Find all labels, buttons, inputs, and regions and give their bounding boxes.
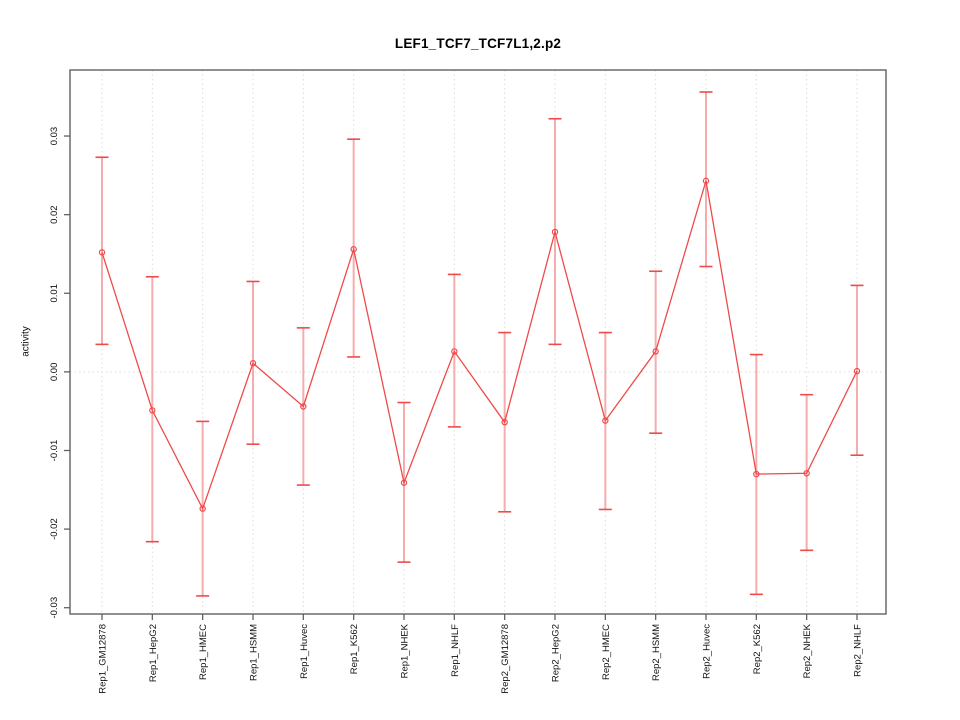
x-tick-label: Rep2_K562 bbox=[752, 624, 763, 674]
data-point-marker bbox=[149, 407, 156, 414]
data-point-marker bbox=[400, 479, 408, 486]
y-tick-label: -0.02 bbox=[49, 518, 60, 540]
x-axis-ticks: Rep1_GM12878 Rep1_HepG2 Rep1_HMEC Rep1_HSMM… bbox=[98, 614, 864, 694]
x-tick-label: Rep1_HSMM bbox=[249, 624, 260, 681]
y-tick-label: -0.03 bbox=[49, 597, 60, 619]
y-tick-label: 0.01 bbox=[49, 284, 60, 303]
x-tick-label: Rep2_GM12878 bbox=[500, 624, 511, 694]
data-point-marker bbox=[249, 360, 257, 367]
x-tick-label: Rep2_HMEC bbox=[601, 624, 612, 680]
data-point-marker bbox=[551, 228, 559, 236]
data-point-marker bbox=[199, 505, 206, 512]
chart-title: LEF1_TCF7_TCF7L1,2.p2 bbox=[394, 36, 562, 51]
data-point-marker bbox=[853, 367, 861, 375]
y-tick-label: 0.02 bbox=[49, 205, 60, 224]
x-tick-label: Rep2_NHEK bbox=[802, 623, 813, 678]
x-tick-label: Rep1_Huvec bbox=[299, 624, 310, 679]
data-point-marker bbox=[602, 417, 609, 424]
data-point-marker bbox=[501, 418, 508, 426]
y-tick-label: -0.01 bbox=[49, 440, 60, 462]
data-point-marker bbox=[702, 177, 710, 185]
x-tick-label: Rep1_HepG2 bbox=[148, 624, 159, 682]
x-tick-label: Rep2_HSMM bbox=[651, 624, 662, 681]
gridlines bbox=[70, 70, 886, 614]
x-tick-label: Rep1_NHEK bbox=[400, 623, 411, 678]
x-tick-label: Rep2_HepG2 bbox=[551, 624, 562, 682]
data-point-marker bbox=[652, 348, 659, 355]
data-point-marker bbox=[451, 348, 458, 355]
x-tick-label: Rep1_NHLF bbox=[450, 624, 461, 677]
data-point-marker bbox=[300, 403, 307, 410]
series-line bbox=[101, 180, 858, 511]
x-tick-label: Rep2_NHLF bbox=[853, 624, 864, 677]
data-point-marker bbox=[753, 470, 760, 478]
data-point-marker bbox=[803, 470, 810, 477]
x-tick-label: Rep1_HMEC bbox=[198, 624, 209, 680]
x-tick-label: Rep1_GM12878 bbox=[98, 624, 109, 694]
data-point-marker bbox=[98, 249, 106, 256]
x-tick-label: Rep2_Huvec bbox=[702, 624, 713, 679]
y-axis-ticks: 0.03 0.02 0.01 0.00 -0.01 -0.02 -0.03 bbox=[49, 127, 70, 619]
data-point-marker bbox=[350, 246, 357, 253]
error-bars bbox=[101, 92, 858, 596]
y-tick-label: 0.00 bbox=[49, 363, 60, 382]
x-tick-label: Rep1_K562 bbox=[349, 624, 360, 674]
plot-border bbox=[69, 69, 887, 615]
error-bar-caps bbox=[95, 91, 864, 597]
y-tick-label: 0.03 bbox=[49, 127, 60, 146]
